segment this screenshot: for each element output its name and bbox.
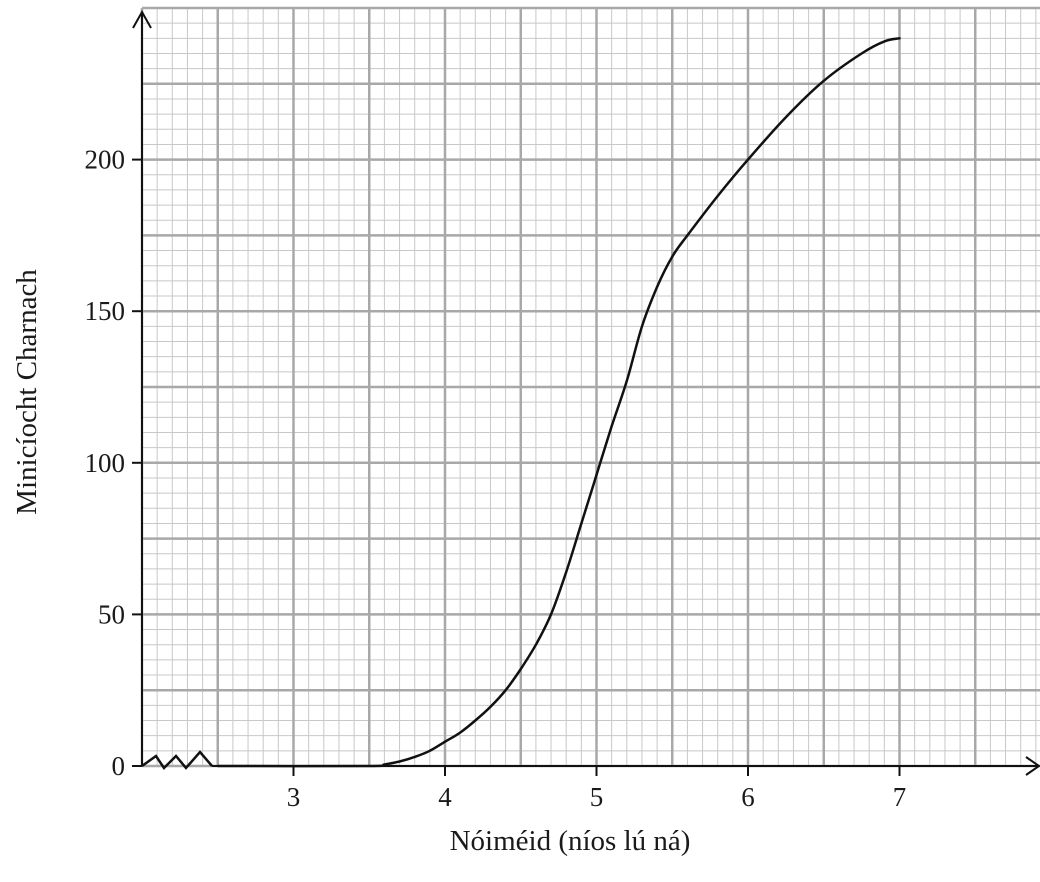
y-tick-label: 100 [85,448,126,478]
x-axis-break [141,750,213,770]
x-tick-label: 6 [741,782,755,812]
series-layer [216,37,901,768]
x-tick-label: 5 [590,782,604,812]
axes [132,9,1040,776]
x-axis-arrow [1025,756,1040,776]
y-tick-label: 50 [98,599,125,629]
x-tick-label: 3 [287,782,301,812]
y-axis-arrow [132,9,152,29]
x-tick-label: 7 [893,782,907,812]
major-grid [140,6,1040,768]
y-tick-label: 0 [112,751,126,781]
x-tick-labels: 3 4 5 6 7 [287,766,907,812]
x-axis-label: Nóiméid (níos lú ná) [450,825,691,857]
y-tick-label: 150 [85,296,126,326]
cumulative-frequency-curve [216,37,901,768]
x-tick-label: 4 [438,782,452,812]
y-tick-labels: 0 50 100 150 200 [85,145,142,781]
y-tick-label: 200 [85,145,126,175]
y-axis-label: Minicíocht Charnach [11,269,43,515]
